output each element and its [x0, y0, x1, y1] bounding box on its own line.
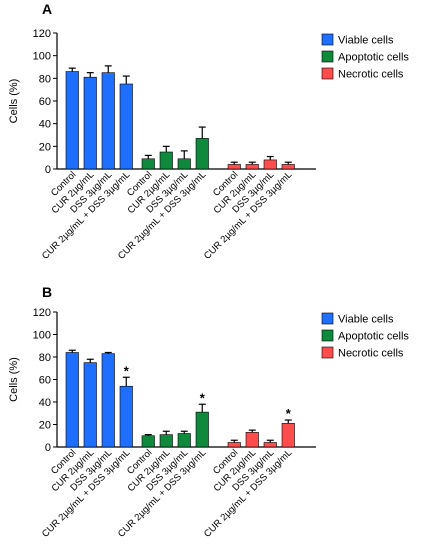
bar: [141, 158, 155, 170]
y-tick-label: 120: [33, 307, 51, 319]
legend-label: Necrotic cells: [338, 348, 404, 360]
bar: [263, 442, 277, 448]
legend-swatch: [321, 346, 334, 359]
y-tick-label: 20: [39, 141, 51, 153]
panel-letter: B: [42, 284, 52, 300]
bar: [141, 435, 155, 448]
bar: [227, 442, 241, 448]
bar: [83, 362, 97, 448]
bar: [159, 151, 173, 170]
y-axis-title: Cells (%): [8, 357, 20, 402]
panel-letter: A: [42, 1, 52, 17]
significance-marker: *: [286, 406, 292, 421]
legend-swatch: [321, 33, 334, 46]
y-tick-label: 60: [39, 96, 51, 108]
bar: [177, 158, 191, 170]
bar: [101, 72, 115, 170]
bar: [263, 159, 277, 170]
legend-label: Necrotic cells: [338, 69, 404, 81]
significance-marker: *: [124, 363, 130, 378]
bar: [101, 353, 115, 448]
legend-label: Apoptotic cells: [338, 331, 409, 343]
bar: [245, 432, 259, 448]
bar: [281, 164, 295, 170]
y-tick-label: 40: [39, 119, 51, 131]
bar: [195, 411, 209, 448]
bar: [195, 138, 209, 170]
legend-label: Apoptotic cells: [338, 52, 409, 64]
y-tick-label: 0: [45, 442, 51, 454]
bar: [227, 164, 241, 170]
legend-swatch: [321, 329, 334, 342]
y-tick-label: 60: [39, 375, 51, 387]
legend-swatch: [321, 312, 334, 325]
bar: [159, 434, 173, 448]
legend-label: Viable cells: [338, 35, 394, 47]
y-tick-label: 80: [39, 352, 51, 364]
bar: [119, 83, 133, 170]
bar: [65, 71, 79, 170]
significance-marker: *: [200, 390, 206, 405]
legend-swatch: [321, 67, 334, 80]
y-tick-label: 100: [33, 330, 51, 342]
y-tick-label: 40: [39, 397, 51, 409]
y-tick-label: 80: [39, 73, 51, 85]
bar: [245, 164, 259, 170]
bar: [177, 433, 191, 448]
bar: [281, 423, 295, 448]
bar: [119, 385, 133, 448]
legend-swatch: [321, 50, 334, 63]
bar: [83, 76, 97, 170]
legend-label: Viable cells: [338, 314, 394, 326]
y-tick-label: 100: [33, 51, 51, 63]
y-axis-title: Cells (%): [8, 79, 20, 124]
bar: [65, 352, 79, 448]
y-tick-label: 0: [45, 164, 51, 176]
y-tick-label: 120: [33, 28, 51, 40]
y-tick-label: 20: [39, 420, 51, 432]
